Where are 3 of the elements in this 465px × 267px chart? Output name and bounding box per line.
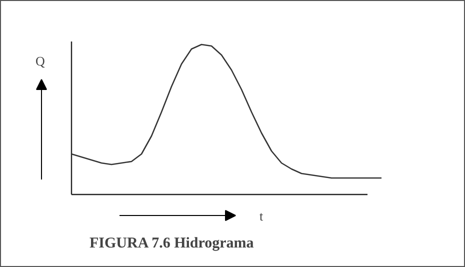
x-axis-title: t — [260, 208, 264, 224]
y-axis-title: Q — [36, 54, 46, 68]
text: FIGURA 7.6 Hidrograma — [90, 236, 254, 252]
